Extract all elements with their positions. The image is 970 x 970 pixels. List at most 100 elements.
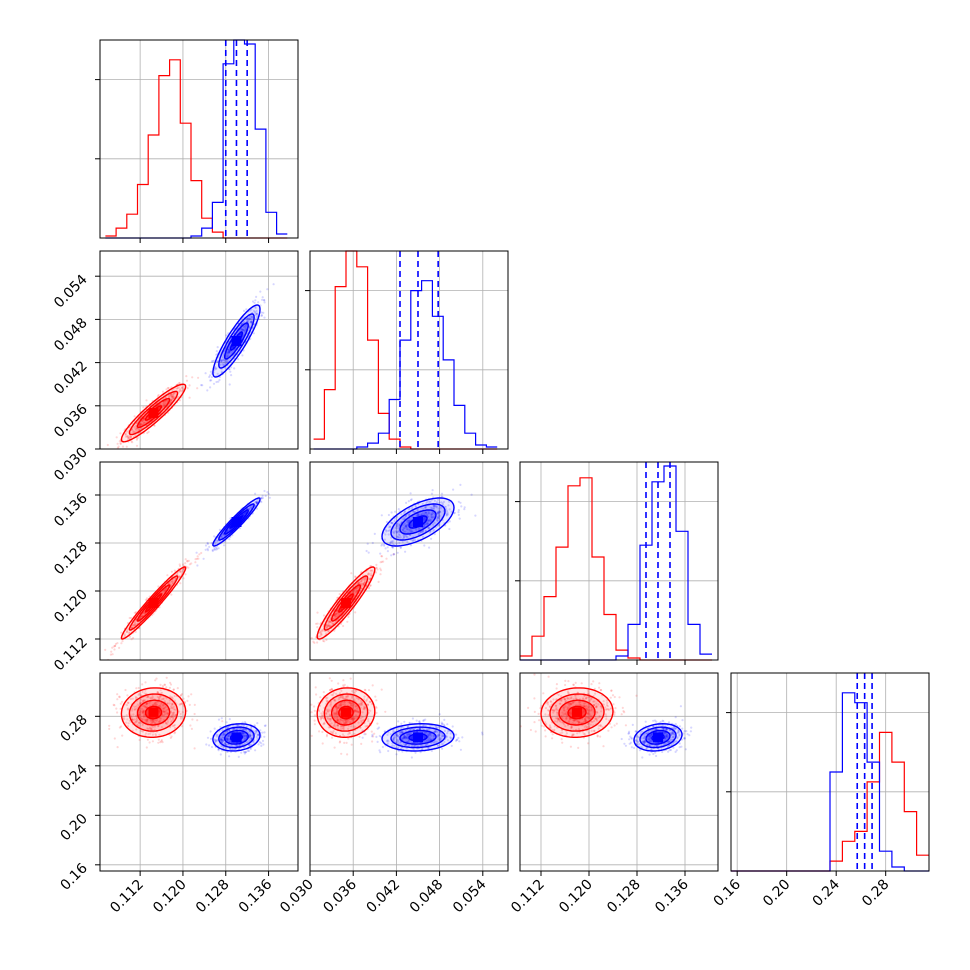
sample-point xyxy=(417,513,420,517)
sample-point xyxy=(399,546,402,549)
sample-point xyxy=(134,721,137,724)
sample-point xyxy=(392,543,395,546)
sample-point xyxy=(369,709,372,712)
sample-point xyxy=(253,301,256,304)
sample-point xyxy=(154,734,158,737)
sample-point xyxy=(359,699,363,703)
sample-point xyxy=(135,715,138,718)
sample-point xyxy=(263,299,266,302)
sample-point xyxy=(360,742,363,746)
sample-point xyxy=(136,703,139,706)
sample-point xyxy=(133,708,136,711)
sample-point xyxy=(342,685,345,688)
sample-point xyxy=(445,735,449,738)
sample-point xyxy=(180,716,183,719)
sample-point xyxy=(134,623,137,626)
sample-point xyxy=(226,738,229,742)
sample-point xyxy=(320,716,323,719)
sample-point xyxy=(223,359,226,362)
sample-point xyxy=(351,717,354,720)
sample-point xyxy=(161,707,164,710)
sample-point xyxy=(395,525,399,528)
sample-point xyxy=(406,523,409,527)
sample-point xyxy=(390,554,393,557)
sample-point xyxy=(397,536,400,539)
sample-point xyxy=(336,718,339,721)
sample-point xyxy=(374,571,377,574)
sample-point xyxy=(158,710,161,713)
sample-point xyxy=(175,387,179,390)
sample-point xyxy=(227,352,230,355)
sample-point xyxy=(227,348,230,351)
sample-point xyxy=(406,540,409,543)
sample-point xyxy=(134,611,138,614)
sample-point xyxy=(381,543,384,546)
sample-point xyxy=(248,506,251,509)
sample-point xyxy=(376,568,379,571)
sample-point xyxy=(169,717,172,720)
sample-point xyxy=(398,534,401,537)
sample-point xyxy=(162,707,165,711)
sample-point xyxy=(214,367,217,370)
sample-point xyxy=(370,569,373,572)
sample-point xyxy=(428,518,431,521)
sample-point xyxy=(210,737,213,740)
sample-point xyxy=(380,514,383,517)
sample-point xyxy=(334,705,337,708)
sample-point xyxy=(220,536,223,539)
sample-point xyxy=(162,710,165,713)
sample-point xyxy=(339,717,342,721)
sample-point xyxy=(178,381,181,385)
sample-point xyxy=(379,569,383,572)
sample-point xyxy=(440,721,443,724)
sample-point xyxy=(354,705,357,708)
sample-point xyxy=(138,692,141,695)
sample-point xyxy=(164,402,167,405)
sample-point xyxy=(434,729,437,732)
sample-point xyxy=(360,580,363,583)
sample-point xyxy=(142,709,145,712)
sample-point xyxy=(248,318,251,321)
sample-point xyxy=(128,719,131,722)
sample-point xyxy=(417,527,420,530)
sample-point xyxy=(314,686,317,689)
sample-point xyxy=(177,576,181,579)
sample-point xyxy=(433,505,436,508)
sample-point xyxy=(423,513,426,516)
sample-point xyxy=(166,712,169,715)
sample-point xyxy=(459,501,462,504)
sample-point xyxy=(116,698,119,701)
sample-point xyxy=(142,419,145,422)
sample-point xyxy=(223,359,226,362)
sample-point xyxy=(125,703,128,707)
sample-point xyxy=(371,541,374,545)
sample-point xyxy=(423,544,426,547)
sample-point xyxy=(320,632,323,635)
sample-point xyxy=(116,693,119,696)
sample-point xyxy=(402,528,405,532)
sample-point xyxy=(221,358,224,361)
sample-point xyxy=(144,706,147,709)
sample-point xyxy=(226,739,229,742)
sample-point xyxy=(365,699,368,703)
sample-point xyxy=(365,724,369,728)
sample-point xyxy=(442,500,446,503)
sample-point xyxy=(248,735,251,739)
sample-point xyxy=(323,640,326,643)
sample-point xyxy=(387,513,390,517)
sample-point xyxy=(241,721,244,724)
sample-point xyxy=(441,722,444,726)
sample-point xyxy=(171,697,174,700)
sample-point xyxy=(356,586,359,590)
sample-point xyxy=(452,488,455,491)
sample-point xyxy=(335,710,338,713)
sample-point xyxy=(353,691,356,695)
sample-point xyxy=(407,531,410,534)
sample-point xyxy=(418,727,422,730)
sample-point xyxy=(163,706,167,709)
sample-point xyxy=(123,633,126,636)
sample-point xyxy=(184,573,187,576)
sample-point xyxy=(321,730,324,734)
sample-point xyxy=(349,702,352,705)
sample-point xyxy=(326,696,329,700)
